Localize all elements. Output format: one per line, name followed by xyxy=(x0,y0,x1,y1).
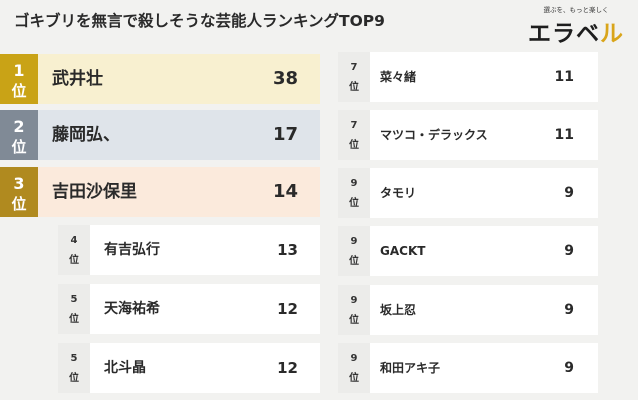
rank-badge: 7 位 xyxy=(338,110,370,160)
rank-badge: 1 位 xyxy=(0,54,38,104)
rank-number: 1 xyxy=(13,61,25,80)
ranking-row-5: 5 位 天海祐希 12 xyxy=(58,284,320,334)
vote-count: 12 xyxy=(277,359,298,377)
rank-number: 3 xyxy=(13,174,25,193)
rank-badge: 5 位 xyxy=(58,284,90,334)
rank-unit: 位 xyxy=(11,82,27,100)
vote-count: 9 xyxy=(564,243,574,259)
vote-count: 17 xyxy=(272,124,298,145)
header: ゴキブリを無言で殺しそうな芸能人ランキングTOP9 選ぶを、もっと楽しく エラベ… xyxy=(0,0,638,47)
rank-badge: 9 位 xyxy=(338,226,370,276)
rank-unit: 位 xyxy=(349,315,359,326)
entertainer-name: 北斗晶 xyxy=(104,360,146,376)
rank-number: 2 xyxy=(13,117,25,136)
rank-unit: 位 xyxy=(349,373,359,384)
rank-number: 9 xyxy=(350,295,358,306)
ranking-row-9c: 9 位 坂上忍 9 xyxy=(338,285,598,335)
ranking-row-9d: 9 位 和田アキ子 9 xyxy=(338,343,598,393)
entertainer-name: GACKT xyxy=(380,244,426,258)
entertainer-name: 藤岡弘、 xyxy=(52,125,120,145)
rank-badge: 7 位 xyxy=(338,52,370,102)
rank-badge: 5 位 xyxy=(58,343,90,393)
vote-count: 9 xyxy=(564,302,574,318)
entertainer-name: マツコ・デラックス xyxy=(380,128,488,142)
entertainer-name: 菜々緒 xyxy=(380,70,417,84)
ranking-row-4: 4 位 有吉弘行 13 xyxy=(58,225,320,275)
vote-count: 14 xyxy=(272,181,298,202)
entertainer-name: 武井壮 xyxy=(52,69,103,89)
vote-count: 11 xyxy=(554,69,574,85)
page-title: ゴキブリを無言で殺しそうな芸能人ランキングTOP9 xyxy=(14,12,385,30)
rank-number: 7 xyxy=(350,62,358,73)
rank-badge: 4 位 xyxy=(58,225,90,275)
vote-count: 9 xyxy=(564,360,574,376)
rank-unit: 位 xyxy=(349,140,359,151)
entertainer-name: 天海祐希 xyxy=(104,301,160,317)
vote-count: 12 xyxy=(277,300,298,318)
rank-unit: 位 xyxy=(69,314,79,325)
entertainer-name: タモリ xyxy=(380,186,417,200)
logo-mark-main: エラベ xyxy=(528,21,600,47)
logo-mark: エラベル xyxy=(528,14,624,48)
rank-badge: 9 位 xyxy=(338,168,370,218)
rank-number: 9 xyxy=(350,178,358,189)
logo-tagline: 選ぶを、もっと楽しく xyxy=(543,6,609,14)
rank-unit: 位 xyxy=(349,256,359,267)
vote-count: 13 xyxy=(277,241,298,259)
rank-number: 7 xyxy=(350,120,358,131)
rank-number: 9 xyxy=(350,236,358,247)
rank-unit: 位 xyxy=(11,195,27,213)
ranking-row-6: 5 位 北斗晶 12 xyxy=(58,343,320,393)
ranking-row-9b: 9 位 GACKT 9 xyxy=(338,226,598,276)
rank-badge: 9 位 xyxy=(338,343,370,393)
entertainer-name: 吉田沙保里 xyxy=(52,182,137,202)
rank-number: 4 xyxy=(70,235,78,246)
entertainer-name: 坂上忍 xyxy=(380,303,417,317)
logo-mark-accent: ル xyxy=(600,21,624,47)
rank-unit: 位 xyxy=(69,255,79,266)
rank-number: 9 xyxy=(350,353,358,364)
rank-unit: 位 xyxy=(349,82,359,93)
rank-unit: 位 xyxy=(349,198,359,209)
rank-badge: 3 位 xyxy=(0,167,38,217)
entertainer-name: 和田アキ子 xyxy=(380,361,441,375)
ranking-row-2: 2 位 藤岡弘、 17 xyxy=(0,110,320,160)
rank-badge: 2 位 xyxy=(0,110,38,160)
rank-badge: 9 位 xyxy=(338,285,370,335)
rank-unit: 位 xyxy=(69,373,79,384)
ranking-row-3: 3 位 吉田沙保里 14 xyxy=(0,167,320,217)
entertainer-name: 有吉弘行 xyxy=(104,242,160,258)
rank-number: 5 xyxy=(70,353,78,364)
logo: 選ぶを、もっと楽しく エラベル xyxy=(528,4,624,47)
ranking-row-7b: 7 位 マツコ・デラックス 11 xyxy=(338,110,598,160)
ranking-row-9a: 9 位 タモリ 9 xyxy=(338,168,598,218)
ranking-row-7a: 7 位 菜々緒 11 xyxy=(338,52,598,102)
vote-count: 9 xyxy=(564,185,574,201)
vote-count: 38 xyxy=(272,68,298,89)
rank-number: 5 xyxy=(70,294,78,305)
vote-count: 11 xyxy=(554,127,574,143)
ranking-row-1: 1 位 武井壮 38 xyxy=(0,54,320,104)
rank-unit: 位 xyxy=(11,138,27,156)
